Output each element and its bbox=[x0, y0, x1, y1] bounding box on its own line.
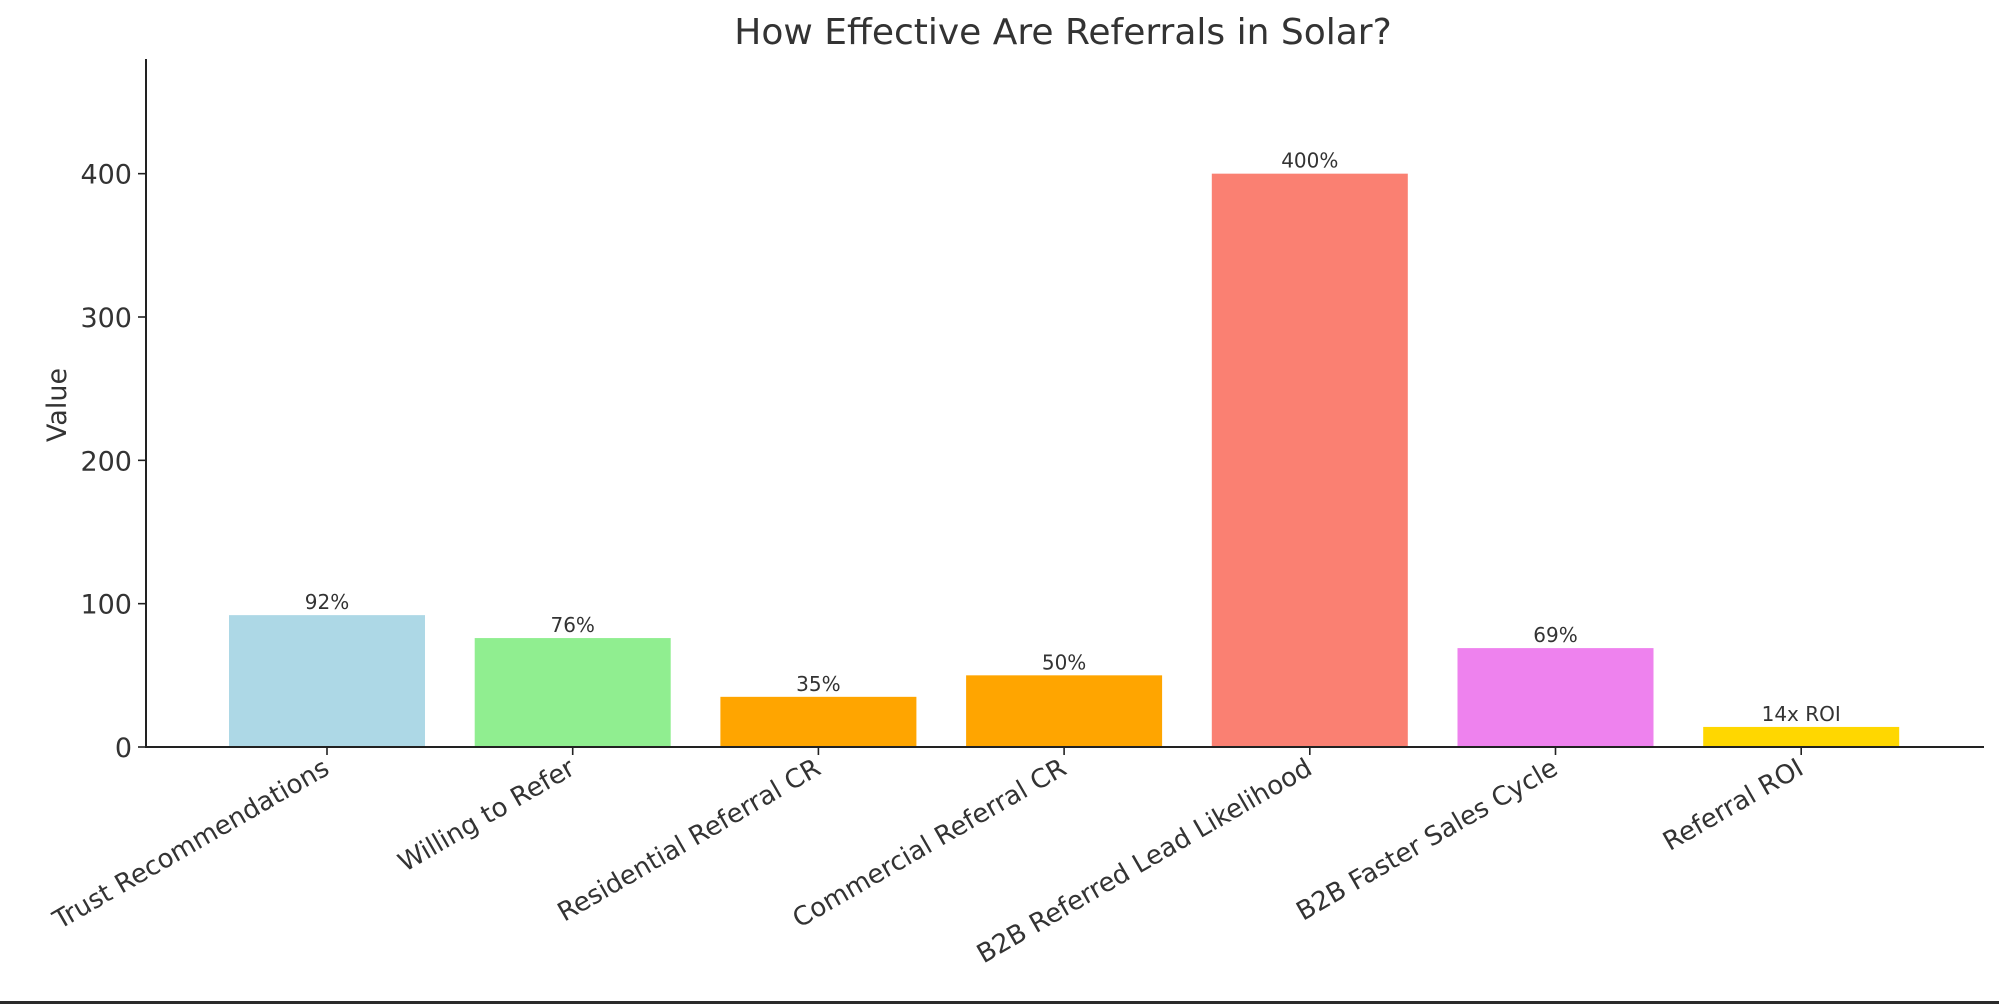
y-tick-label: 0 bbox=[115, 733, 132, 764]
y-axis-label: Value bbox=[42, 368, 73, 442]
data-labels: 92% 76% 35% 50% 400% 69% 14x ROI bbox=[305, 149, 1841, 726]
x-axis-ticks: Trust Recommendations Willing to ReferRes… bbox=[47, 747, 1809, 970]
data-label: 14x ROI bbox=[1762, 702, 1841, 726]
y-tick-label: 200 bbox=[80, 446, 132, 477]
data-label: 92% bbox=[305, 590, 349, 614]
x-tick-label: Residential Referral CR bbox=[553, 753, 826, 928]
bar bbox=[1211, 173, 1408, 747]
x-tick-label: Willing to Refer bbox=[393, 753, 580, 878]
bar bbox=[474, 638, 671, 747]
y-axis-ticks: 0 100 200 300 400 bbox=[80, 160, 146, 764]
data-label: 35% bbox=[796, 672, 840, 696]
bar bbox=[1703, 726, 1900, 747]
x-tick-label: Commercial Referral CR bbox=[788, 753, 1072, 934]
x-tick-label: B2B Faster Sales Cycle bbox=[1291, 753, 1563, 927]
bars bbox=[229, 173, 1900, 747]
data-label: 50% bbox=[1042, 650, 1086, 674]
data-label: 400% bbox=[1281, 149, 1338, 173]
x-tick-label: Trust Recommendations bbox=[47, 753, 334, 936]
data-label: 69% bbox=[1533, 623, 1577, 647]
chart-title: How Effective Are Referrals in Solar? bbox=[734, 12, 1391, 53]
y-tick-label: 400 bbox=[80, 160, 132, 191]
data-label: 76% bbox=[550, 613, 594, 637]
bar bbox=[229, 615, 425, 747]
bottom-border bbox=[0, 1001, 1999, 1004]
x-tick-label: Referral ROI bbox=[1658, 753, 1809, 857]
bar bbox=[1457, 648, 1654, 747]
y-tick-label: 100 bbox=[80, 590, 132, 621]
bar bbox=[720, 696, 917, 747]
y-tick-label: 300 bbox=[80, 303, 132, 334]
bar bbox=[966, 675, 1163, 747]
